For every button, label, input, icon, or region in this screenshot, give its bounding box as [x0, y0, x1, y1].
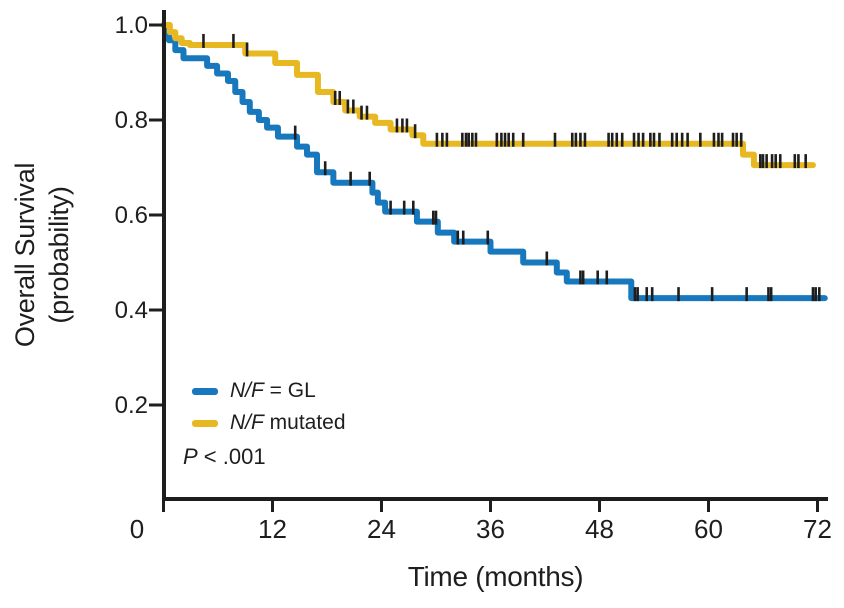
- x-tick-label: 0: [130, 514, 144, 544]
- y-tick-label: 1.0: [115, 12, 148, 39]
- legend-gene-gl: N/F: [230, 379, 264, 402]
- p-value-rest: < .001: [197, 444, 266, 469]
- y-tick-label: 0.2: [115, 392, 148, 419]
- x-tick-label: 72: [803, 514, 832, 544]
- x-tick-label: 24: [367, 514, 396, 544]
- p-value-symbol: P: [183, 444, 198, 469]
- y-axis-title-line1: Overall Survival: [10, 162, 40, 348]
- x-tick-label: 48: [585, 514, 614, 544]
- legend-swatch-mutated: [192, 419, 218, 427]
- legend-label-mutated: N/F mutated: [230, 411, 346, 435]
- legend-gene-mutated: N/F: [230, 411, 264, 434]
- legend-rest-gl: = GL: [263, 379, 316, 402]
- y-tick-label: 0.6: [115, 202, 148, 229]
- legend: N/F = GL N/F mutated: [192, 375, 346, 439]
- y-axis-title: Overall Survival (probability): [8, 163, 76, 347]
- survival-curve-mutated: [160, 22, 816, 169]
- legend-item-mutated: N/F mutated: [192, 407, 346, 439]
- x-tick-label: 60: [694, 514, 723, 544]
- x-axis-title: Time (months): [407, 561, 584, 592]
- legend-label-gl: N/F = GL: [230, 379, 316, 403]
- y-tick-label: 0.8: [115, 107, 148, 134]
- y-axis-title-line2: (probability): [44, 186, 74, 324]
- y-tick-label: 0.4: [115, 297, 148, 324]
- legend-swatch-gl: [192, 387, 218, 395]
- survival-curve-gl: [160, 22, 828, 302]
- x-tick-label: 12: [258, 514, 287, 544]
- legend-rest-mutated: mutated: [263, 411, 346, 434]
- legend-item-gl: N/F = GL: [192, 375, 346, 407]
- x-tick-label: 36: [476, 514, 505, 544]
- p-value: P < .001: [183, 444, 266, 470]
